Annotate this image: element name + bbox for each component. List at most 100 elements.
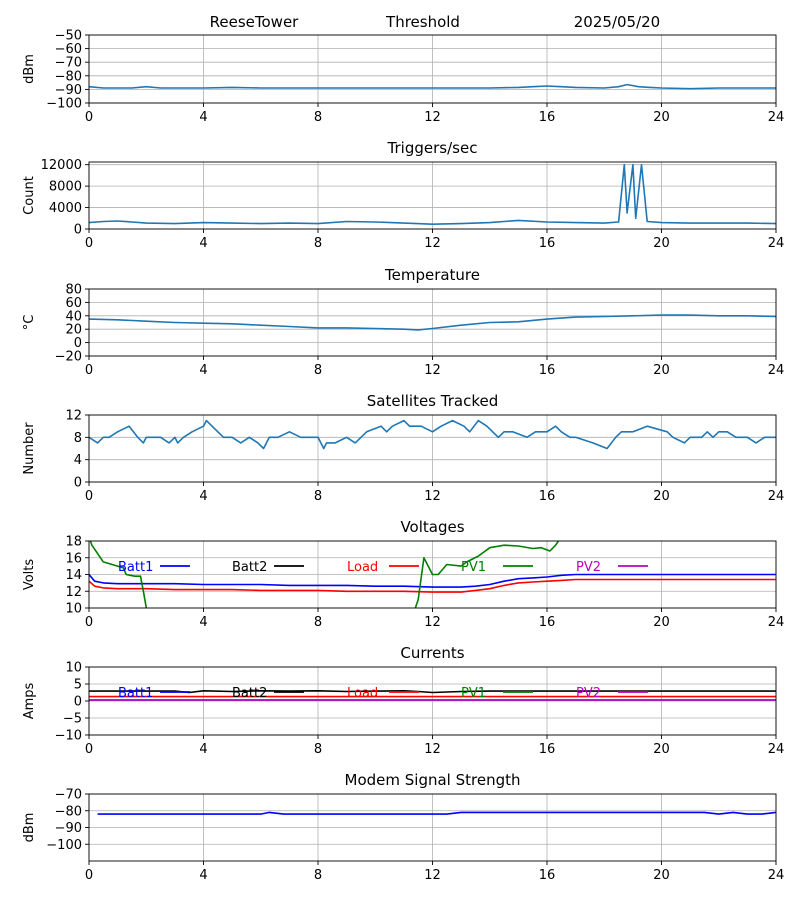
satellites-ytick-label: 4: [74, 453, 82, 468]
voltages-ytick-label: 16: [65, 551, 82, 566]
temperature-xtick-label: 12: [424, 363, 441, 378]
voltages-xtick-label: 12: [424, 615, 441, 630]
voltages-series-load: [89, 578, 776, 593]
triggers-ytick-label: 8000: [49, 180, 82, 195]
satellites-ytick-label: 0: [74, 476, 82, 491]
voltages-xtick-label: 24: [768, 615, 785, 630]
voltages-legend-label: Batt1: [118, 560, 153, 575]
modem-xtick-label: 20: [653, 868, 670, 883]
temperature-ytick-label: 80: [65, 283, 82, 298]
voltages-legend-label: Batt2: [232, 560, 267, 575]
currents-ytick-label: 5: [74, 678, 82, 693]
voltages-legend-label: PV1: [461, 560, 486, 575]
temperature-ytick-label: 40: [65, 309, 82, 324]
currents-legend-label: Load: [347, 686, 378, 701]
temperature-xtick-label: 16: [539, 363, 556, 378]
modem-xtick-label: 4: [199, 868, 207, 883]
currents-legend-label: PV2: [576, 686, 601, 701]
temperature-ytick-label: −20: [55, 350, 82, 365]
signal-xtick-label: 0: [85, 110, 93, 125]
satellites-xtick-label: 12: [424, 489, 441, 504]
signal-xtick-label: 4: [199, 110, 207, 125]
signal-xtick-label: 24: [768, 110, 785, 125]
currents-xtick-label: 12: [424, 742, 441, 757]
modem-ytick-label: −70: [55, 788, 82, 803]
triggers-xtick-label: 20: [653, 236, 670, 251]
currents-ylabel: Amps: [22, 682, 37, 719]
modem-ytick-label: −80: [55, 804, 82, 819]
temperature-xtick-label: 8: [314, 363, 322, 378]
temperature-xtick-label: 0: [85, 363, 93, 378]
modem-xtick-label: 12: [424, 868, 441, 883]
voltages-ytick-label: 10: [65, 602, 82, 617]
signal-xtick-label: 20: [653, 110, 670, 125]
signal-ytick-label: −70: [55, 56, 82, 71]
signal-xtick-label: 12: [424, 110, 441, 125]
modem-ytick-label: −100: [46, 838, 82, 853]
temperature-ytick-label: 0: [74, 336, 82, 351]
triggers-xtick-label: 8: [314, 236, 322, 251]
satellites-title: Satellites Tracked: [367, 392, 498, 410]
modem-xtick-label: 0: [85, 868, 93, 883]
signal-ytick-label: −50: [55, 29, 82, 44]
currents-ytick-label: −10: [55, 729, 82, 744]
header-mode: Threshold: [385, 13, 460, 31]
signal-ytick-label: −100: [46, 97, 82, 112]
satellites-xtick-label: 4: [199, 489, 207, 504]
triggers-xtick-label: 0: [85, 236, 93, 251]
triggers-xtick-label: 4: [199, 236, 207, 251]
voltages-ytick-label: 14: [65, 568, 82, 583]
temperature-ytick-label: 20: [65, 323, 82, 338]
currents-ytick-label: 0: [74, 695, 82, 710]
triggers-xtick-label: 12: [424, 236, 441, 251]
currents-legend-label: Batt2: [232, 686, 267, 701]
currents-xtick-label: 8: [314, 742, 322, 757]
satellites-ytick-label: 12: [65, 409, 82, 424]
modem-xtick-label: 16: [539, 868, 556, 883]
modem-xtick-label: 8: [314, 868, 322, 883]
triggers-ytick-label: 0: [74, 223, 82, 238]
signal-ytick-label: −90: [55, 83, 82, 98]
temperature-xtick-label: 4: [199, 363, 207, 378]
voltages-xtick-label: 8: [314, 615, 322, 630]
modem-series-line: [97, 811, 776, 815]
modem-ylabel: dBm: [22, 813, 37, 843]
currents-ytick-label: −5: [63, 712, 82, 727]
modem-title: Modem Signal Strength: [345, 771, 521, 789]
voltages-legend-label: PV2: [576, 560, 601, 575]
signal-ytick-label: −80: [55, 69, 82, 84]
voltages-xtick-label: 0: [85, 615, 93, 630]
satellites-xtick-label: 8: [314, 489, 322, 504]
signal-series-line: [89, 83, 776, 90]
triggers-title: Triggers/sec: [387, 139, 478, 157]
temperature-xtick-label: 24: [768, 363, 785, 378]
signal-ylabel: dBm: [22, 54, 37, 84]
triggers-xtick-label: 16: [539, 236, 556, 251]
satellites-ytick-label: 8: [74, 431, 82, 446]
currents-title: Currents: [400, 644, 464, 662]
voltages-ylabel: Volts: [22, 559, 37, 591]
satellites-series-line: [89, 419, 776, 450]
currents-legend-label: Batt1: [118, 686, 153, 701]
triggers-ytick-label: 12000: [41, 158, 82, 173]
temperature-series-line: [89, 314, 776, 331]
triggers-xtick-label: 24: [768, 236, 785, 251]
currents-xtick-label: 20: [653, 742, 670, 757]
voltages-xtick-label: 4: [199, 615, 207, 630]
signal-xtick-label: 8: [314, 110, 322, 125]
currents-xtick-label: 0: [85, 742, 93, 757]
header-station: ReeseTower: [210, 13, 300, 31]
voltages-ytick-label: 18: [65, 535, 82, 550]
triggers-series-line: [89, 163, 776, 225]
voltages-xtick-label: 16: [539, 615, 556, 630]
satellites-xtick-label: 24: [768, 489, 785, 504]
voltages-legend-label: Load: [347, 560, 378, 575]
voltages-title: Voltages: [400, 518, 464, 536]
temperature-ylabel: °C: [22, 315, 37, 331]
temperature-xtick-label: 20: [653, 363, 670, 378]
satellites-xtick-label: 0: [85, 489, 93, 504]
voltages-series-pv1: [89, 541, 560, 608]
modem-ytick-label: −90: [55, 821, 82, 836]
